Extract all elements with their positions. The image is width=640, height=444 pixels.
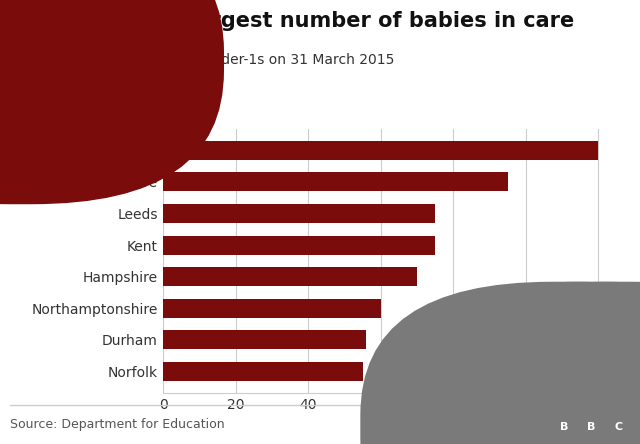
Bar: [163, 299, 381, 318]
Bar: [163, 236, 435, 254]
Bar: [163, 172, 508, 191]
Bar: [163, 204, 435, 223]
Bar: [163, 267, 417, 286]
Text: Number of looked after under-1s on 31 March 2015: Number of looked after under-1s on 31 Ma…: [38, 53, 395, 67]
Text: C: C: [614, 422, 622, 432]
Bar: [163, 362, 363, 381]
Text: Source: Department for Education: Source: Department for Education: [10, 417, 224, 431]
Text: B: B: [560, 422, 569, 432]
Text: B: B: [587, 422, 596, 432]
Text: Areas with the largest number of babies in care: Areas with the largest number of babies …: [10, 11, 574, 31]
Bar: [163, 141, 598, 160]
Bar: [163, 330, 366, 349]
